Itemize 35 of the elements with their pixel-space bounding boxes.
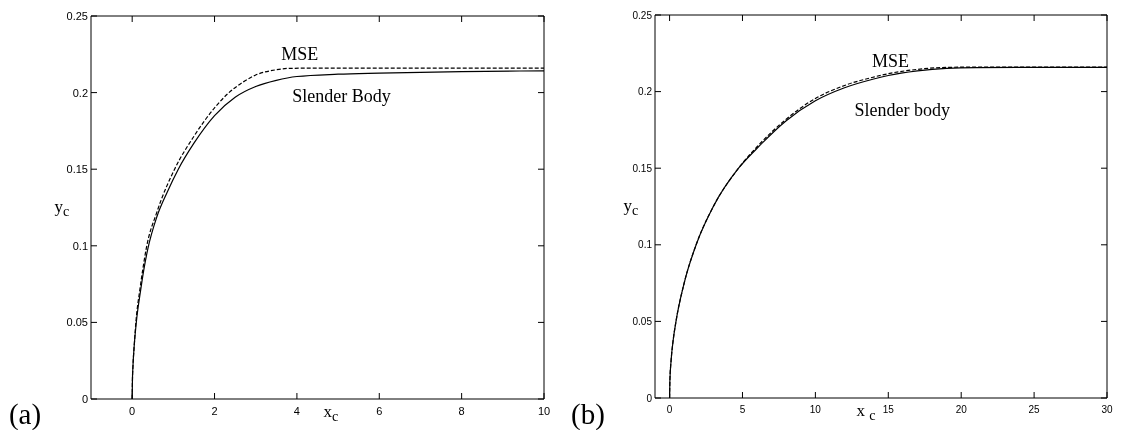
text: (a) [8,397,42,430]
y-tick-label: 0.15 [66,163,88,176]
y-tick-label: 0.1 [638,239,653,251]
x-tick-label: 4 [293,404,300,417]
x-tick-label: 0 [666,404,673,416]
series-label: Slender body [854,100,950,121]
x-tick-label: 10 [537,404,551,417]
x-tick-label: 10 [809,404,822,416]
y-tick-label: 0.2 [72,86,88,99]
text: (b) [571,397,605,430]
y-tick-label: 0.25 [66,9,88,22]
y-tick-label: 0.05 [632,315,653,327]
series-label: MSE [281,43,319,64]
y-tick-label: 0 [81,392,88,405]
x-tick-label: 30 [1101,404,1113,416]
x-tick-label: 6 [376,404,383,417]
y-tick-label: 0.1 [72,239,88,252]
x-axis-title: x $_{c}$ [856,400,876,424]
x-tick-label: 15 [882,404,895,416]
y-tick-label: 0.15 [632,162,653,174]
y-tick-label: 0 [646,392,653,404]
x-tick-label: 5 [739,404,746,416]
y-axis-title: y$_{c}$ [623,195,639,218]
x-tick-label: 20 [955,404,968,416]
y-axis-title: y$_{c}$ [54,196,70,219]
series-label: Slender Body [292,86,391,107]
x-axis-title: x$_{c}$ [323,401,339,425]
y-tick-label: 0.2 [638,86,653,98]
y-tick-label: 0.25 [632,9,653,21]
x-tick-label: 8 [458,404,465,417]
x-tick-label: 0 [129,404,136,417]
x-tick-label: 25 [1028,404,1041,416]
y-tick-label: 0.05 [66,316,88,329]
x-tick-label: 2 [211,404,218,417]
series-label: MSE [871,50,909,71]
